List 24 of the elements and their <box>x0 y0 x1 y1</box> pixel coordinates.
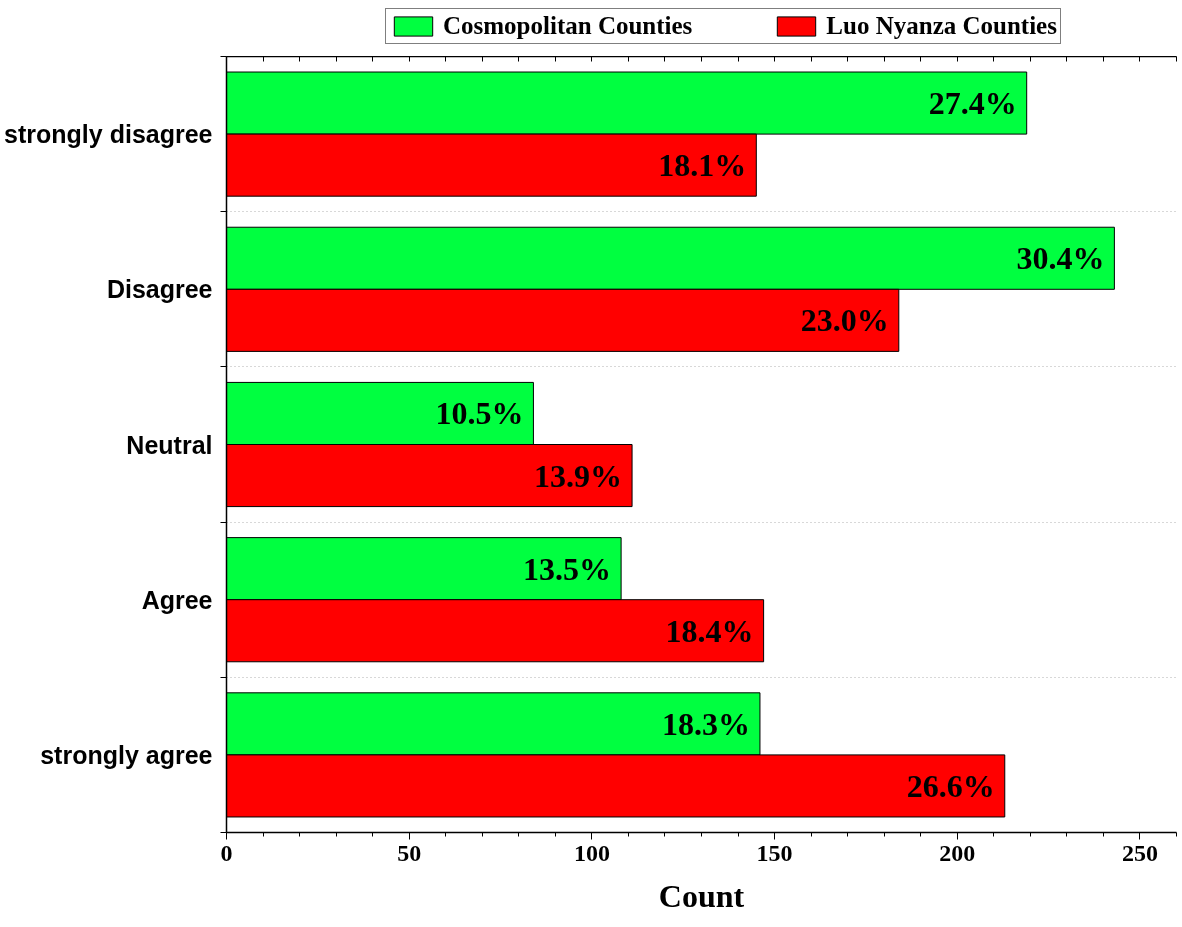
y-tick-label: Neutral <box>126 430 213 459</box>
annotation: 26.6% <box>906 767 995 804</box>
y-tick-label: strongly disagree <box>4 120 213 149</box>
annotation: 18.4% <box>665 612 754 649</box>
legend-label: Luo Nyanza Counties <box>826 12 1057 40</box>
annotation: 30.4% <box>1016 240 1105 277</box>
y-tick-label: Agree <box>141 585 213 614</box>
annotation: 18.3% <box>661 705 750 742</box>
x-axis-title: Count <box>658 877 745 914</box>
annotation: 13.5% <box>523 550 612 587</box>
annotation: 27.4% <box>928 85 1017 122</box>
y-tick-label: Disagree <box>106 275 213 304</box>
x-tick-label: 150 <box>756 839 793 866</box>
annotation: 13.9% <box>534 457 623 494</box>
annotation: 18.1% <box>658 147 747 184</box>
y-tick-label: strongly agree <box>40 740 213 769</box>
annotation: 10.5% <box>435 395 524 432</box>
x-tick-label: 0 <box>220 839 233 866</box>
x-tick-label: 200 <box>939 839 976 866</box>
x-tick-label: 100 <box>573 839 610 866</box>
annotation: 23.0% <box>800 302 889 339</box>
x-tick-label: 50 <box>397 839 422 866</box>
x-tick-label: 250 <box>1121 839 1158 866</box>
legend-label: Cosmopolitan Counties <box>443 12 693 40</box>
